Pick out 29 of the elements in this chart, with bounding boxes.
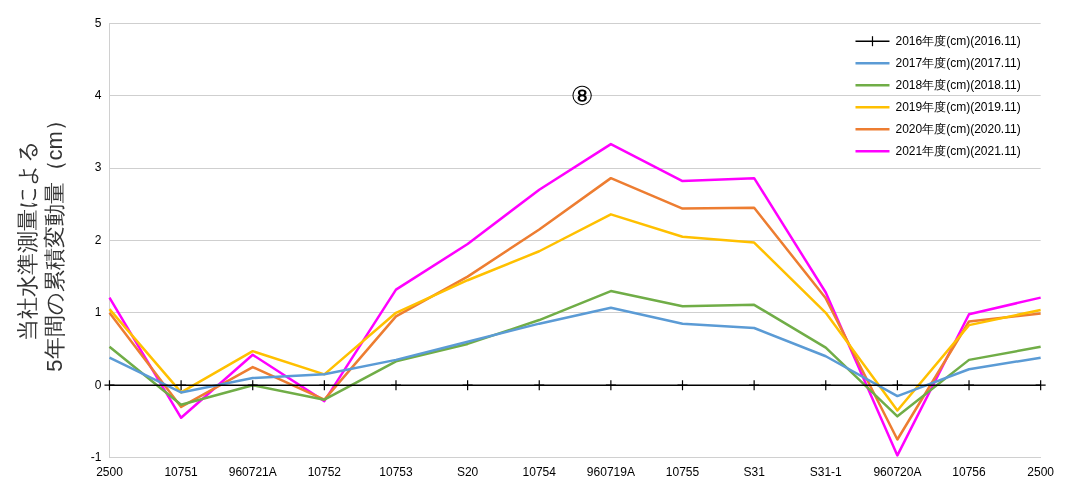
legend-label: 2019年度(cm)(2019.11)	[895, 99, 1021, 114]
y-tick-label: 5	[94, 15, 102, 30]
x-tick-label: S31	[743, 465, 766, 480]
legend-label: 2020年度(cm)(2020.11)	[895, 121, 1021, 136]
y-tick-label: 2	[94, 232, 102, 247]
y-tick-label: 0	[94, 377, 102, 392]
y-tick-label: -1	[90, 449, 102, 464]
x-tick-label: 960721A	[228, 465, 277, 480]
x-tick-label: 10755	[665, 465, 700, 480]
legend-label: 2018年度(cm)(2018.11)	[895, 77, 1021, 92]
x-tick-label: 10751	[164, 465, 199, 480]
text: ⑧	[570, 81, 594, 112]
x-tick-label: S20	[456, 465, 479, 480]
y-tick-label: 1	[94, 305, 102, 320]
x-tick-label: 10756	[952, 465, 987, 480]
legend-label: 2021年度(cm)(2021.11)	[895, 143, 1021, 158]
x-tick-label: 2500	[1027, 465, 1055, 480]
y-tick-label: 4	[94, 87, 102, 102]
y-axis-title: 当社水準測量による 5年間の累積変動量（cm）	[15, 109, 67, 372]
x-tick-label: 960720A	[873, 465, 922, 480]
legend-label: 2017年度(cm)(2017.11)	[895, 55, 1021, 70]
x-tick-label: 960719A	[586, 465, 635, 480]
x-tick-label: 10753	[379, 465, 413, 480]
x-tick-label: 2500	[96, 465, 124, 480]
y-tick-label: 3	[94, 160, 102, 175]
x-tick-label: S31-1	[809, 465, 843, 480]
legend-label: 2016年度(cm)(2016.11)	[895, 33, 1021, 48]
x-tick-label: 10754	[522, 465, 557, 480]
x-tick-label: 10752	[307, 465, 342, 480]
